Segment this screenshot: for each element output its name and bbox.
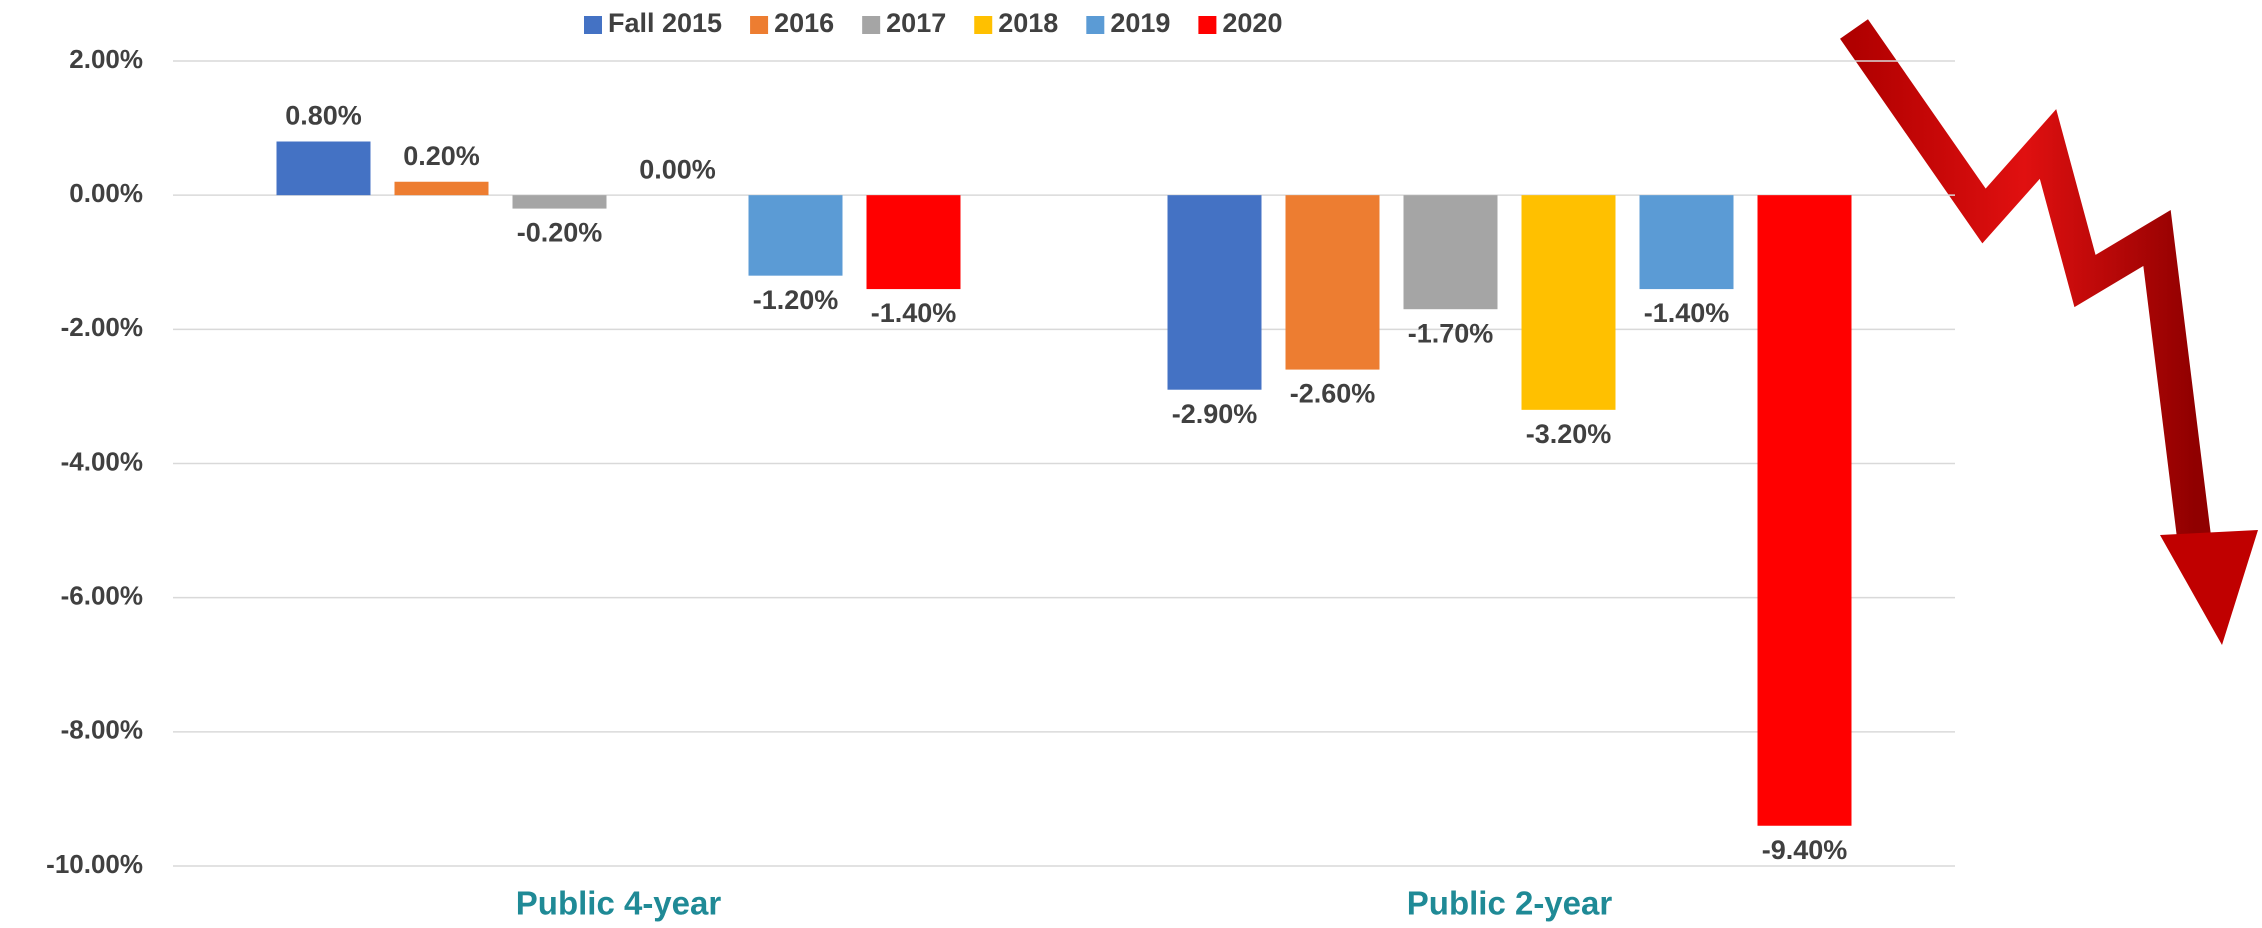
y-tick-label: -2.00% (61, 312, 143, 342)
y-tick-label: -6.00% (61, 581, 143, 611)
bar (395, 182, 489, 195)
legend-swatch (584, 16, 602, 34)
legend-label: 2018 (998, 8, 1058, 38)
bar (1758, 195, 1852, 826)
data-label: -1.40% (1644, 298, 1730, 328)
data-label: -2.90% (1172, 399, 1258, 429)
data-label: -0.20% (517, 218, 603, 248)
y-tick-label: -10.00% (46, 849, 143, 879)
data-label: 0.00% (639, 154, 716, 184)
bar (277, 142, 371, 196)
legend-label: 2016 (774, 8, 834, 38)
legend-label: Fall 2015 (608, 8, 722, 38)
bar (867, 195, 961, 289)
legend-label: 2019 (1110, 8, 1170, 38)
bar (1168, 195, 1262, 390)
data-label: 0.80% (285, 101, 362, 131)
legend-label: 2017 (886, 8, 946, 38)
bar (1640, 195, 1734, 289)
data-label: -2.60% (1290, 379, 1376, 409)
x-tick-label: Public 2-year (1407, 885, 1613, 922)
data-label: -1.70% (1408, 318, 1494, 348)
bar (1404, 195, 1498, 309)
data-label: -1.40% (871, 298, 957, 328)
y-tick-label: 2.00% (69, 44, 143, 74)
bar (1286, 195, 1380, 369)
y-tick-label: -8.00% (61, 715, 143, 745)
legend-swatch (750, 16, 768, 34)
data-label: -3.20% (1526, 419, 1612, 449)
data-label: -1.20% (753, 285, 839, 315)
legend-swatch (1086, 16, 1104, 34)
bar (513, 195, 607, 208)
chart: -10.00% -8.00% -6.00% -4.00% -2.00% 0.00% 2.00… (0, 0, 2262, 928)
bar (1522, 195, 1616, 410)
data-label: 0.20% (403, 141, 480, 171)
x-tick-label: Public 4-year (516, 885, 722, 922)
legend-swatch (974, 16, 992, 34)
bar (749, 195, 843, 276)
legend-swatch (1198, 16, 1216, 34)
legend-label: 2020 (1222, 8, 1282, 38)
legend-swatch (862, 16, 880, 34)
decorative-arrow (1854, 29, 2258, 645)
y-tick-label: -4.00% (61, 446, 143, 476)
data-label: -9.40% (1762, 835, 1848, 865)
y-tick-label: 0.00% (69, 178, 143, 208)
